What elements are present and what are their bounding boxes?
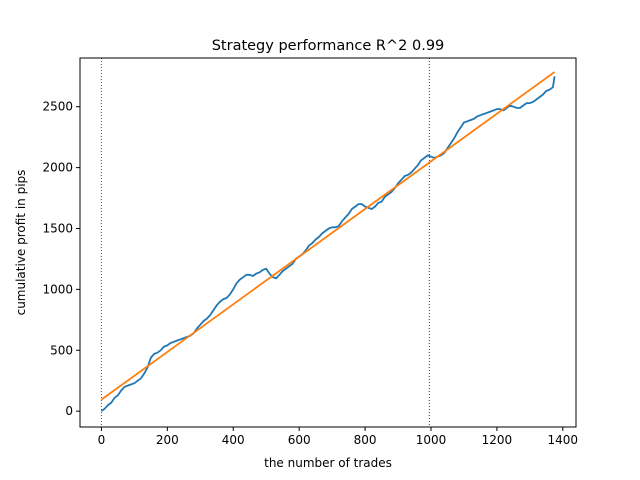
series-line-fit: [100, 71, 556, 401]
y-tick-label-1500: 1500: [42, 221, 73, 235]
y-tick-label-1000: 1000: [42, 282, 73, 296]
x-tick-label-400: 400: [222, 433, 245, 447]
chart-title: Strategy performance R^2 0.99: [212, 38, 445, 54]
y-tick-label-0: 0: [65, 404, 73, 418]
y-tick-label-500: 500: [50, 343, 73, 357]
x-tick-label-600: 600: [288, 433, 311, 447]
x-tick-label-1200: 1200: [482, 433, 513, 447]
x-tick-label-0: 0: [98, 433, 106, 447]
x-tick-label-800: 800: [354, 433, 377, 447]
series-line-profit: [100, 76, 556, 412]
x-tick-label-1400: 1400: [548, 433, 579, 447]
plot-area: 0 200 400 600 800 1000 1200 1400 0 500 1000 1500 200…: [42, 58, 578, 447]
x-tick-label-200: 200: [156, 433, 179, 447]
x-tick-label-1000: 1000: [416, 433, 447, 447]
plot-frame: [79, 57, 577, 428]
y-axis-label: cumulative profit in pips: [14, 170, 28, 316]
y-tick-label-2000: 2000: [42, 161, 73, 175]
y-tick-label-2500: 2500: [42, 100, 73, 114]
x-axis-label: the number of trades: [264, 456, 392, 470]
